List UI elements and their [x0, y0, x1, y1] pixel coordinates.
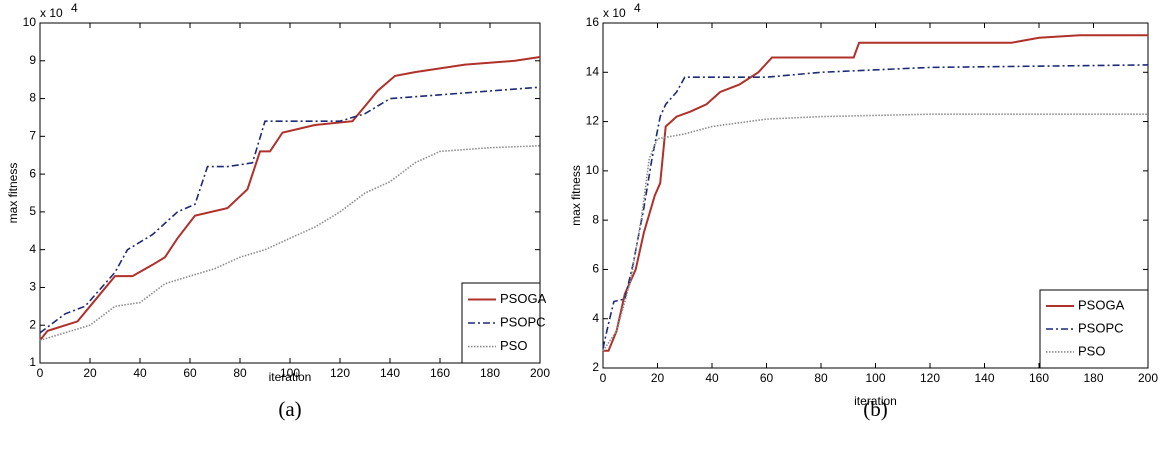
caption: (a) [278, 397, 301, 421]
series-line [39, 145, 541, 342]
y-multiplier-exponent: 4 [634, 1, 641, 15]
y-tick-label: 8 [29, 91, 36, 105]
y-tick-label: 6 [29, 166, 36, 180]
y-tick-label: 3 [29, 280, 36, 294]
legend-label: PSO [1078, 343, 1105, 358]
y-axis-label: max fitness [569, 165, 583, 226]
x-tick-label: 120 [920, 371, 940, 385]
y-tick-label: 1 [29, 355, 36, 369]
y-tick-label: 10 [586, 163, 600, 177]
legend-label: PSOPC [1078, 320, 1124, 335]
x-tick-label: 0 [37, 366, 44, 380]
y-tick-label: 5 [29, 204, 36, 218]
x-tick-label: 20 [651, 371, 665, 385]
y-tick-label: 9 [29, 53, 36, 67]
y-multiplier: x 10 [603, 6, 626, 20]
x-tick-label: 60 [760, 371, 774, 385]
legend-label: PSO [500, 338, 527, 353]
y-tick-label: 4 [29, 242, 36, 256]
x-tick-label: 120 [330, 366, 350, 380]
y-tick-label: 12 [586, 114, 600, 128]
x-tick-label: 100 [865, 371, 885, 385]
series-line [39, 56, 541, 341]
y-tick-label: 2 [592, 360, 599, 374]
x-tick-label: 200 [1138, 371, 1158, 385]
y-tick-label: 4 [592, 311, 599, 325]
caption: (b) [863, 397, 888, 421]
legend-label: PSOPC [500, 314, 546, 329]
x-tick-label: 100 [280, 366, 300, 380]
x-axis-label: iteration [854, 394, 897, 408]
legend-label: PSOGA [500, 291, 547, 306]
x-axis-label: iteration [269, 370, 312, 384]
series-line [602, 113, 1148, 352]
x-tick-label: 40 [133, 366, 147, 380]
y-tick-label: 8 [592, 212, 599, 226]
x-tick-label: 160 [430, 366, 450, 380]
x-tick-label: 40 [705, 371, 719, 385]
y-tick-label: 10 [23, 15, 37, 29]
x-tick-label: 180 [480, 366, 500, 380]
series-line [39, 86, 541, 334]
x-tick-label: 160 [1029, 371, 1049, 385]
y-tick-label: 14 [586, 64, 600, 78]
y-multiplier-exponent: 4 [71, 1, 78, 15]
y-tick-label: 7 [29, 129, 36, 143]
y-axis-label: max fitness [6, 163, 20, 224]
x-tick-label: 0 [600, 371, 607, 385]
x-tick-label: 180 [1083, 371, 1103, 385]
x-tick-label: 200 [530, 366, 550, 380]
x-tick-label: 60 [183, 366, 197, 380]
y-tick-label: 16 [586, 15, 600, 29]
x-tick-label: 140 [974, 371, 994, 385]
x-tick-label: 20 [83, 366, 97, 380]
y-multiplier: x 10 [40, 6, 63, 20]
x-tick-label: 80 [233, 366, 247, 380]
x-tick-label: 140 [380, 366, 400, 380]
legend-label: PSOGA [1078, 297, 1125, 312]
series-line [602, 64, 1149, 349]
axes-frame [39, 22, 541, 364]
x-tick-label: 80 [814, 371, 828, 385]
y-tick-label: 2 [29, 317, 36, 331]
y-tick-label: 6 [592, 262, 599, 276]
